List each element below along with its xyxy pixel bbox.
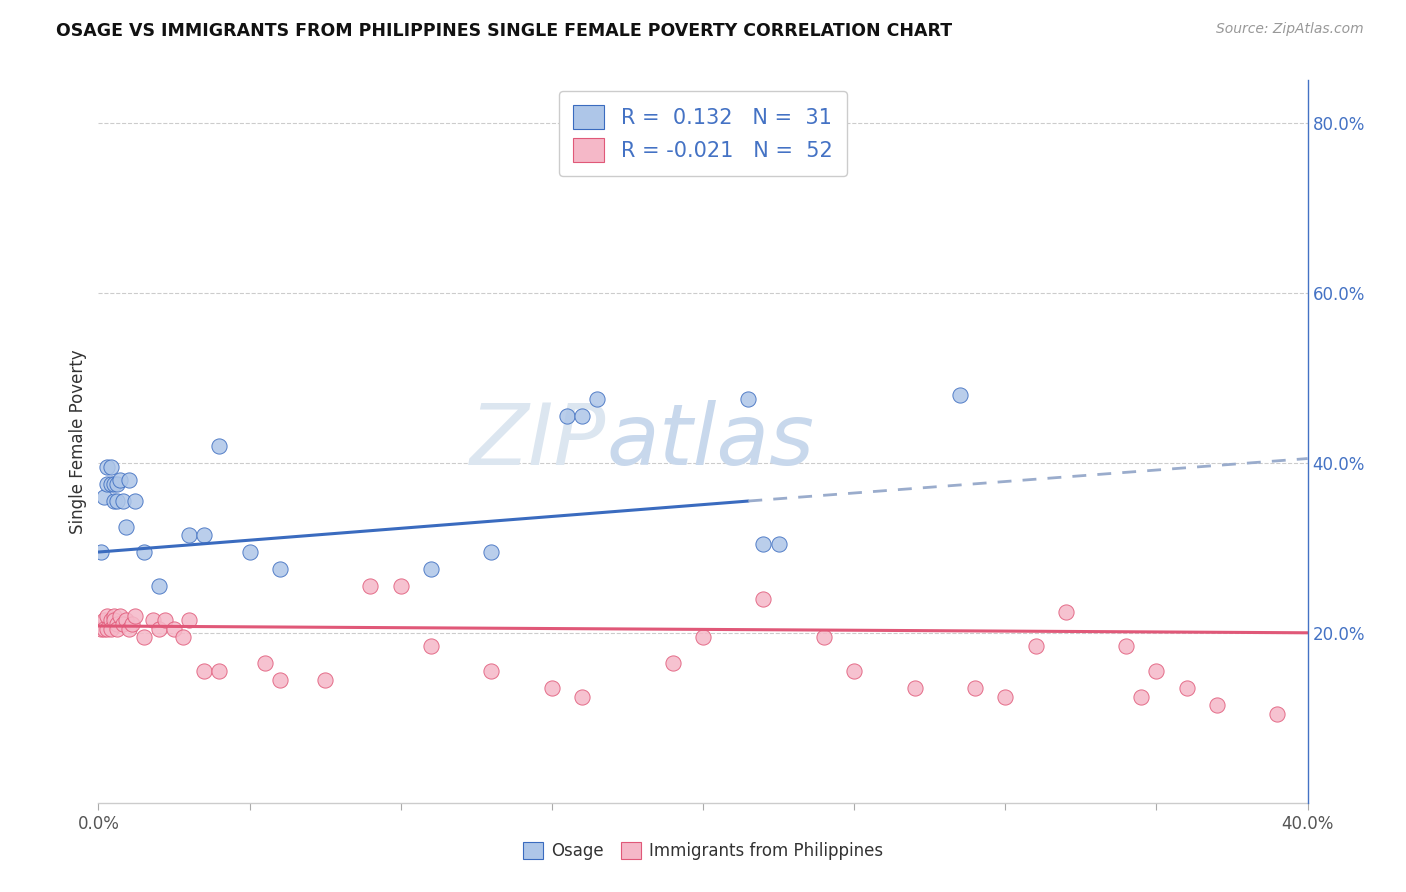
Point [96, 608, 118, 623]
Point [114, 519, 136, 533]
Point [360, 579, 382, 593]
Point [163, 622, 186, 636]
Point [179, 613, 201, 627]
Point [752, 591, 775, 606]
Point [105, 494, 128, 508]
Point [253, 656, 276, 670]
Point [752, 536, 775, 550]
Point [111, 494, 134, 508]
Point [100, 460, 122, 475]
Point [813, 630, 835, 644]
Point [103, 477, 125, 491]
Point [103, 608, 125, 623]
Legend: R =  0.132   N =  31, R = -0.021   N =  52: R = 0.132 N = 31, R = -0.021 N = 52 [558, 91, 848, 177]
Point [586, 392, 609, 406]
Point [420, 562, 443, 576]
Point [768, 536, 790, 550]
Point [148, 622, 170, 636]
Point [692, 630, 714, 644]
Point [904, 681, 927, 695]
Text: OSAGE VS IMMIGRANTS FROM PHILIPPINES SINGLE FEMALE POVERTY CORRELATION CHART: OSAGE VS IMMIGRANTS FROM PHILIPPINES SIN… [56, 22, 952, 40]
Point [1175, 681, 1198, 695]
Point [269, 673, 291, 687]
Text: ZIP: ZIP [470, 400, 606, 483]
Point [661, 656, 683, 670]
Point [142, 613, 165, 627]
Point [540, 681, 562, 695]
Point [96, 622, 118, 636]
Point [1267, 706, 1289, 721]
Point [105, 622, 128, 636]
Point [124, 608, 146, 623]
Point [105, 477, 128, 491]
Point [153, 613, 176, 627]
Point [1206, 698, 1229, 712]
Point [844, 664, 866, 678]
Point [93, 490, 115, 504]
Point [1024, 639, 1046, 653]
Point [1115, 639, 1137, 653]
Point [1144, 664, 1167, 678]
Y-axis label: Single Female Poverty: Single Female Poverty [69, 350, 87, 533]
Point [555, 409, 578, 423]
Point [103, 494, 125, 508]
Point [132, 630, 155, 644]
Point [172, 630, 194, 644]
Point [100, 477, 122, 491]
Point [103, 613, 125, 627]
Point [737, 392, 759, 406]
Point [481, 664, 503, 678]
Point [389, 579, 412, 593]
Point [193, 664, 215, 678]
Point [481, 545, 503, 559]
Point [314, 673, 336, 687]
Point [420, 639, 443, 653]
Point [208, 664, 231, 678]
Point [132, 545, 155, 559]
Text: Source: ZipAtlas.com: Source: ZipAtlas.com [1216, 22, 1364, 37]
Point [239, 545, 262, 559]
Point [571, 409, 593, 423]
Point [124, 494, 146, 508]
Point [96, 477, 118, 491]
Point [949, 388, 972, 402]
Point [93, 613, 115, 627]
Point [118, 473, 141, 487]
Point [108, 473, 131, 487]
Point [148, 579, 170, 593]
Point [105, 617, 128, 632]
Point [121, 617, 143, 632]
Point [208, 439, 231, 453]
Point [994, 690, 1017, 704]
Point [269, 562, 291, 576]
Point [118, 622, 141, 636]
Point [96, 460, 118, 475]
Point [100, 622, 122, 636]
Point [111, 617, 134, 632]
Point [1054, 605, 1077, 619]
Point [90, 545, 112, 559]
Point [965, 681, 987, 695]
Point [114, 613, 136, 627]
Point [571, 690, 593, 704]
Point [179, 528, 201, 542]
Point [1130, 690, 1153, 704]
Point [90, 622, 112, 636]
Point [100, 613, 122, 627]
Text: atlas: atlas [606, 400, 814, 483]
Point [108, 608, 131, 623]
Point [90, 617, 112, 632]
Point [93, 622, 115, 636]
Point [193, 528, 215, 542]
